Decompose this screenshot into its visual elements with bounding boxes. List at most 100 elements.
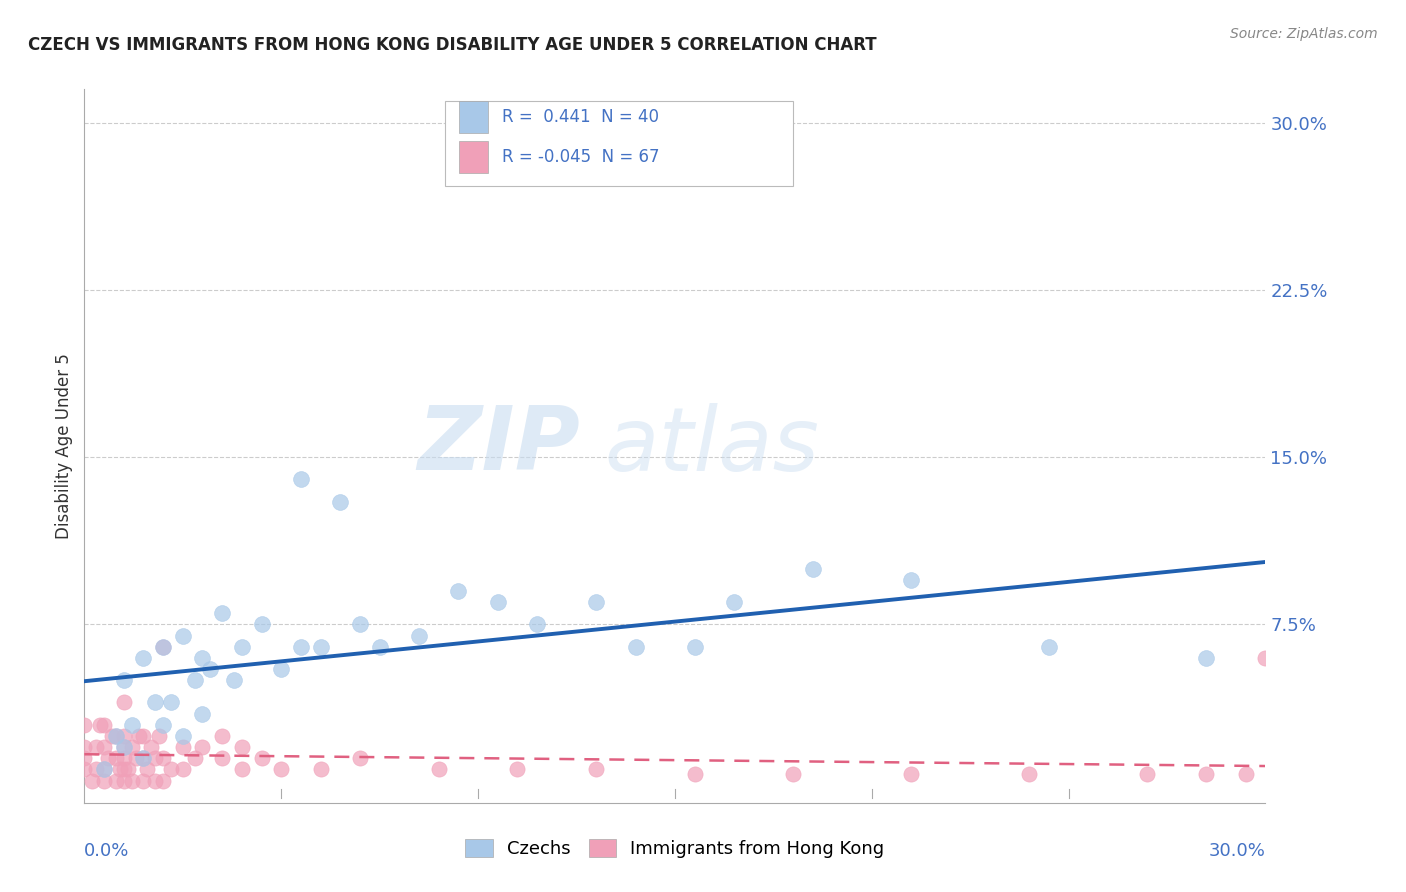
- Y-axis label: Disability Age Under 5: Disability Age Under 5: [55, 353, 73, 539]
- Point: [191, 740, 214, 755]
- Point: [349, 751, 371, 765]
- Point: [121, 717, 143, 731]
- Point: [211, 751, 233, 765]
- Point: [191, 706, 214, 721]
- Point: [121, 740, 143, 755]
- Text: 30.0%: 30.0%: [1209, 842, 1265, 860]
- Point: [172, 729, 194, 743]
- Point: [104, 751, 127, 765]
- Point: [683, 767, 706, 781]
- Point: [152, 640, 174, 654]
- Point: [143, 751, 166, 765]
- Point: [104, 773, 127, 788]
- Point: [270, 662, 292, 676]
- Point: [211, 729, 233, 743]
- Point: [1018, 767, 1040, 781]
- Point: [112, 673, 135, 687]
- Point: [782, 767, 804, 781]
- Text: R =  0.441  N = 40: R = 0.441 N = 40: [502, 108, 659, 127]
- Text: Source: ZipAtlas.com: Source: ZipAtlas.com: [1230, 27, 1378, 41]
- Point: [290, 640, 312, 654]
- Point: [160, 762, 183, 776]
- Point: [1136, 767, 1159, 781]
- Point: [231, 640, 253, 654]
- Point: [1333, 773, 1355, 788]
- Point: [93, 762, 115, 776]
- Point: [486, 595, 509, 609]
- Point: [73, 762, 96, 776]
- Point: [141, 740, 163, 755]
- Point: [132, 751, 155, 765]
- Point: [506, 762, 529, 776]
- Text: CZECH VS IMMIGRANTS FROM HONG KONG DISABILITY AGE UNDER 5 CORRELATION CHART: CZECH VS IMMIGRANTS FROM HONG KONG DISAB…: [28, 36, 877, 54]
- Point: [112, 696, 135, 710]
- Point: [84, 762, 107, 776]
- Point: [152, 640, 174, 654]
- Point: [585, 595, 607, 609]
- Point: [1234, 767, 1257, 781]
- FancyBboxPatch shape: [458, 141, 488, 173]
- Point: [290, 472, 312, 486]
- Text: atlas: atlas: [605, 403, 818, 489]
- Point: [183, 751, 205, 765]
- Point: [683, 640, 706, 654]
- Point: [93, 717, 115, 731]
- Point: [117, 762, 139, 776]
- Point: [160, 696, 183, 710]
- Point: [172, 740, 194, 755]
- Point: [73, 717, 96, 731]
- Point: [108, 762, 131, 776]
- Point: [121, 773, 143, 788]
- Point: [250, 751, 273, 765]
- Point: [1294, 773, 1316, 788]
- Point: [900, 573, 922, 587]
- Point: [112, 740, 135, 755]
- Point: [93, 762, 115, 776]
- Point: [585, 762, 607, 776]
- Point: [112, 729, 135, 743]
- Point: [132, 751, 155, 765]
- Point: [1038, 640, 1060, 654]
- Point: [143, 773, 166, 788]
- Point: [191, 651, 214, 665]
- Point: [148, 729, 170, 743]
- Point: [183, 673, 205, 687]
- Point: [624, 640, 647, 654]
- Point: [93, 740, 115, 755]
- Point: [152, 751, 174, 765]
- Point: [73, 751, 96, 765]
- Point: [211, 607, 233, 621]
- Text: ZIP: ZIP: [418, 402, 581, 490]
- Point: [112, 751, 135, 765]
- FancyBboxPatch shape: [458, 101, 488, 133]
- Point: [447, 583, 470, 598]
- Point: [112, 762, 135, 776]
- Point: [84, 740, 107, 755]
- Point: [270, 762, 292, 776]
- Point: [73, 740, 96, 755]
- Point: [124, 751, 146, 765]
- Legend: Czechs, Immigrants from Hong Kong: Czechs, Immigrants from Hong Kong: [458, 831, 891, 865]
- FancyBboxPatch shape: [444, 102, 793, 186]
- Point: [104, 729, 127, 743]
- Point: [104, 729, 127, 743]
- Text: 0.0%: 0.0%: [84, 842, 129, 860]
- Point: [132, 729, 155, 743]
- Point: [368, 640, 391, 654]
- Point: [349, 617, 371, 632]
- Point: [526, 617, 548, 632]
- Point: [136, 762, 159, 776]
- Point: [128, 729, 150, 743]
- Point: [1195, 767, 1218, 781]
- Point: [152, 717, 174, 731]
- Point: [329, 494, 352, 508]
- Point: [101, 729, 124, 743]
- Point: [93, 773, 115, 788]
- Point: [200, 662, 222, 676]
- Point: [1254, 651, 1277, 665]
- Point: [801, 562, 824, 576]
- Text: R = -0.045  N = 67: R = -0.045 N = 67: [502, 148, 659, 166]
- Point: [231, 740, 253, 755]
- Point: [309, 762, 332, 776]
- Point: [82, 773, 104, 788]
